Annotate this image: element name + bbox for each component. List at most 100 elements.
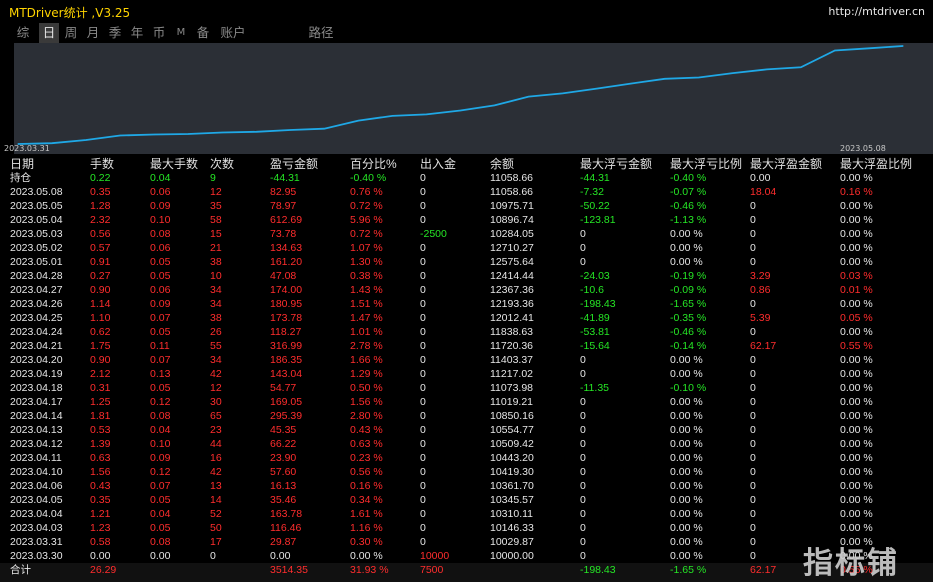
table-cell: -1.13 %	[670, 214, 707, 226]
table-cell: 42	[210, 466, 222, 478]
table-row[interactable]: 2023.04.17 1.25 0.12 30 169.05 1.56 % 0 11019.2…	[0, 395, 933, 409]
column-header: 最大浮盈比例	[840, 157, 913, 171]
table-cell: 50	[210, 522, 222, 534]
table-row[interactable]: 2023.04.25 1.10 0.07 38 173.78 1.47 % 0 12012.4…	[0, 311, 933, 325]
table-row[interactable]: 2023.04.06 0.43 0.07 13 16.13 0.16 % 0 10361.70…	[0, 479, 933, 493]
table-cell: 1.14	[90, 298, 111, 310]
table-row[interactable]: 2023.04.11 0.63 0.09 16 23.90 0.23 % 0 10443.20…	[0, 451, 933, 465]
table-row[interactable]: 2023.04.13 0.53 0.04 23 45.35 0.43 % 0 10554.77…	[0, 423, 933, 437]
table-cell: 2023.04.06	[10, 480, 63, 492]
table-row[interactable]: 2023.04.14 1.81 0.08 65 295.39 2.80 % 0 10850.1…	[0, 409, 933, 423]
table-row[interactable]: 2023.05.04 2.32 0.10 58 612.69 5.96 % 0 10896.7…	[0, 213, 933, 227]
table-cell: 0.09	[150, 298, 171, 310]
table-cell: 0	[750, 396, 756, 408]
table-row[interactable]: 2023.03.30 0.00 0.00 0 0.00 0.00 % 10000 10000.…	[0, 549, 933, 563]
table-cell: 2023.04.21	[10, 340, 63, 352]
equity-point	[119, 134, 121, 137]
tab-m[interactable]: M	[176, 27, 186, 38]
total-cell: 0.55 %	[840, 564, 873, 576]
table-cell: 0	[580, 494, 586, 506]
tab-month[interactable]: 月	[86, 25, 100, 40]
table-cell: 2023.04.04	[10, 508, 63, 520]
table-cell: 0	[750, 438, 756, 450]
table-cell: 10554.77	[490, 424, 534, 436]
tab-path[interactable]: 路径	[308, 25, 334, 40]
table-cell: -15.64	[580, 340, 610, 352]
table-cell: 17	[210, 536, 222, 548]
table-cell: 11058.66	[490, 186, 534, 198]
table-cell: 0	[750, 382, 756, 394]
table-row[interactable]: 2023.04.21 1.75 0.11 55 316.99 2.78 % 0 11720.3…	[0, 339, 933, 353]
table-row[interactable]: 2023.04.20 0.90 0.07 34 186.35 1.66 % 0 11403.3…	[0, 353, 933, 367]
chart-start-date: 2023.03.31	[4, 144, 50, 153]
table-row[interactable]: 2023.04.18 0.31 0.05 12 54.77 0.50 % 0 11073.98…	[0, 381, 933, 395]
table-row[interactable]: 2023.04.27 0.90 0.06 34 174.00 1.43 % 0 12367.3…	[0, 283, 933, 297]
table-cell: 1.07 %	[350, 242, 383, 254]
table-cell: 0	[580, 536, 586, 548]
holding-cell: -0.40 %	[670, 172, 707, 184]
table-cell: 0.38 %	[350, 270, 383, 282]
table-cell: 0.43 %	[350, 424, 383, 436]
table-cell: 2.80 %	[350, 410, 383, 422]
table-cell: 0.07	[150, 312, 171, 324]
table-row[interactable]: 2023.05.03 0.56 0.08 15 73.78 0.72 % -2500 1028…	[0, 227, 933, 241]
table-cell: 0	[420, 186, 426, 198]
table-cell: 0.00 %	[840, 354, 873, 366]
table-cell: 0.00 %	[840, 550, 873, 562]
table-cell: 42	[210, 368, 222, 380]
table-row[interactable]: 2023.04.04 1.21 0.04 52 163.78 1.61 % 0 10310.1…	[0, 507, 933, 521]
table-cell: 12	[210, 382, 222, 394]
tab-week[interactable]: 周	[64, 25, 78, 40]
tab-summary[interactable]: 综	[16, 25, 30, 40]
tab-note[interactable]: 备	[196, 25, 210, 40]
table-cell: 0.05	[150, 494, 171, 506]
table-cell: -0.46 %	[670, 326, 707, 338]
table-cell: 5.96 %	[350, 214, 383, 226]
holding-row[interactable]: 持仓 0.22 0.04 9 -44.31 -0.40 % 0 11058.66 -44.31 -…	[0, 171, 933, 185]
table-cell: 1.47 %	[350, 312, 383, 324]
tab-account[interactable]: 账户	[220, 25, 246, 40]
table-row[interactable]: 2023.04.28 0.27 0.05 10 47.08 0.38 % 0 12414.44…	[0, 269, 933, 283]
tab-day[interactable]: 日	[39, 23, 59, 43]
table-row[interactable]: 2023.04.05 0.35 0.05 14 35.46 0.34 % 0 10345.57…	[0, 493, 933, 507]
equity-line	[17, 45, 904, 145]
table-row[interactable]: 2023.04.26 1.14 0.09 34 180.95 1.51 % 0 12193.3…	[0, 297, 933, 311]
table-cell: 1.23	[90, 522, 111, 534]
table-row[interactable]: 2023.04.24 0.62 0.05 26 118.27 1.01 % 0 11838.6…	[0, 325, 933, 339]
table-row[interactable]: 2023.05.01 0.91 0.05 38 161.20 1.30 % 0 12575.6…	[0, 255, 933, 269]
table-cell: 0.43	[90, 480, 111, 492]
table-row[interactable]: 2023.04.10 1.56 0.12 42 57.60 0.56 % 0 10419.30…	[0, 465, 933, 479]
table-cell: -50.22	[580, 200, 610, 212]
table-cell: 2.12	[90, 368, 111, 380]
table-cell: -53.81	[580, 326, 610, 338]
tab-currency[interactable]: 币	[152, 25, 166, 40]
table-row[interactable]: 2023.05.02 0.57 0.06 21 134.63 1.07 % 0 12710.2…	[0, 241, 933, 255]
site-url-link[interactable]: http://mtdriver.cn	[828, 5, 925, 18]
tab-year[interactable]: 年	[130, 25, 144, 40]
table-row[interactable]: 2023.05.08 0.35 0.06 12 82.95 0.76 % 0 11058.66…	[0, 185, 933, 199]
table-row[interactable]: 2023.05.05 1.28 0.09 35 78.97 0.72 % 0 10975.71…	[0, 199, 933, 213]
table-cell: 0	[750, 256, 756, 268]
table-row[interactable]: 2023.03.31 0.58 0.08 17 29.87 0.30 % 0 10029.87…	[0, 535, 933, 549]
column-header: 最大手数	[150, 157, 199, 171]
table-cell: 0.72 %	[350, 228, 383, 240]
table-row[interactable]: 2023.04.03 1.23 0.05 50 116.46 1.16 % 0 10146.3…	[0, 521, 933, 535]
tab-quarter[interactable]: 季	[108, 25, 122, 40]
table-row[interactable]: 2023.04.12 1.39 0.10 44 66.22 0.63 % 0 10509.42…	[0, 437, 933, 451]
table-cell: 0.08	[150, 228, 171, 240]
table-cell: 0	[580, 480, 586, 492]
table-cell: 2023.05.08	[10, 186, 63, 198]
table-cell: 0.00 %	[840, 480, 873, 492]
table-cell: 0.00 %	[840, 256, 873, 268]
table-cell: 0	[750, 480, 756, 492]
table-cell: 0.00 %	[840, 508, 873, 520]
table-cell: 143.04	[270, 368, 303, 380]
equity-point	[255, 131, 257, 133]
total-empty-cell	[490, 563, 580, 577]
table-row[interactable]: 2023.04.19 2.12 0.13 42 143.04 1.29 % 0 11217.0…	[0, 367, 933, 381]
table-cell: 2023.03.30	[10, 550, 63, 562]
table-cell: 0	[580, 522, 586, 534]
table-cell: 0	[580, 368, 586, 380]
table-cell: 0.27	[90, 270, 111, 282]
total-cell: 7500	[420, 564, 444, 576]
